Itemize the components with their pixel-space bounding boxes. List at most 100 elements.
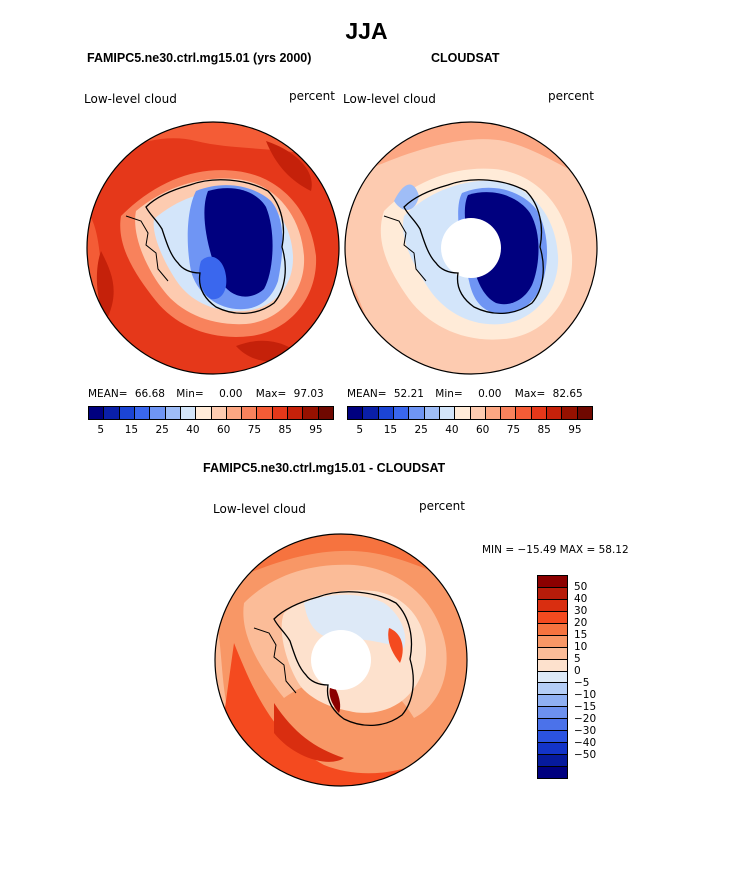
panel2-max-label: Max= <box>514 388 546 400</box>
diff-colorbar <box>537 575 568 779</box>
colorbar-tick-label: 15 <box>383 424 398 436</box>
diff-colorbar-swatch <box>538 635 567 648</box>
colorbar-swatch <box>455 407 471 419</box>
colorbar-tick-label: 40 <box>445 424 459 436</box>
colorbar-swatch <box>501 407 517 419</box>
colorbar-swatch <box>439 407 456 419</box>
colorbar-tick-label: 5 <box>97 424 105 436</box>
colorbar-tick-label: 95 <box>309 424 323 436</box>
colorbar-swatch <box>318 407 333 419</box>
colorbar-swatch <box>196 407 212 419</box>
diff-colorbar-swatch <box>538 719 567 732</box>
colorbar-swatch <box>226 407 243 419</box>
diff-colorbar-tick-label: 30 <box>574 605 588 617</box>
diff-colorbar-tick-label: −40 <box>574 737 597 749</box>
colorbar-swatch <box>485 407 502 419</box>
colorbar-tick-label: 95 <box>568 424 582 436</box>
diff-colorbar-swatch <box>538 707 567 720</box>
colorbar-swatch <box>165 407 181 419</box>
colorbar-swatch <box>531 407 548 419</box>
colorbar-tick-label: 75 <box>247 424 262 436</box>
panel1-mean-label: MEAN= <box>88 388 128 400</box>
diff-colorbar-tick-label: −50 <box>574 749 597 761</box>
diff-colorbar-swatch <box>538 671 567 684</box>
model-cloud-map <box>86 121 340 375</box>
colorbar-tick-label: 15 <box>124 424 139 436</box>
panel2-min-label: Min= <box>435 388 463 400</box>
panel1-max-value: 97.03 <box>293 388 324 400</box>
diff-colorbar-tick-label: 20 <box>574 617 588 629</box>
panel1-colorbar-ticks: 5 15 25 40 60 75 85 95 <box>88 424 334 438</box>
panel1-subtitle: FAMIPC5.ne30.ctrl.mg15.01 (yrs 2000) <box>87 51 312 65</box>
diff-colorbar-swatch <box>538 611 567 624</box>
colorbar-swatch <box>288 407 304 419</box>
colorbar-swatch <box>211 407 227 419</box>
panel1-min-value: 0.00 <box>219 388 243 400</box>
diff-units-label: percent <box>419 499 465 513</box>
colorbar-swatch <box>242 407 258 419</box>
colorbar-tick-label: 60 <box>476 424 490 436</box>
diff-colorbar-tick-label: −5 <box>574 677 590 689</box>
panel1-stats: MEAN= 66.68 Min= 0.00 Max= 97.03 <box>88 388 324 400</box>
colorbar-swatch <box>348 407 364 419</box>
panel1-colorbar <box>88 406 334 420</box>
colorbar-tick-label: 40 <box>186 424 200 436</box>
colorbar-swatch <box>378 407 394 419</box>
diff-colorbar-swatch <box>538 659 567 672</box>
colorbar-swatch <box>424 407 440 419</box>
diff-colorbar-swatch <box>538 576 567 588</box>
panel2-units-label: percent <box>548 89 594 103</box>
diff-colorbar-tick-label: 0 <box>574 665 581 677</box>
colorbar-tick-label: 5 <box>356 424 364 436</box>
diff-colorbar-tick-label: 10 <box>574 641 588 653</box>
difference-cloud-map <box>214 533 468 787</box>
panel1-min-label: Min= <box>176 388 204 400</box>
colorbar-tick-label: 25 <box>414 424 428 436</box>
diff-colorbar-swatch <box>538 767 567 778</box>
colorbar-swatch <box>409 407 425 419</box>
panel2-mean-value: 52.21 <box>393 388 424 400</box>
colorbar-swatch <box>104 407 120 419</box>
colorbar-tick-label: 85 <box>537 424 551 436</box>
colorbar-swatch <box>272 407 289 419</box>
colorbar-tick-label: 60 <box>217 424 231 436</box>
diff-colorbar-swatch <box>538 623 567 636</box>
colorbar-swatch <box>180 407 197 419</box>
colorbar-swatch <box>577 407 592 419</box>
colorbar-swatch <box>257 407 273 419</box>
colorbar-swatch <box>303 407 319 419</box>
diff-colorbar-tick-label: −10 <box>574 689 597 701</box>
panel2-colorbar <box>347 406 593 420</box>
panel2-colorbar-ticks: 5 15 25 40 60 75 85 95 <box>347 424 593 438</box>
diff-colorbar-tick-label: 15 <box>574 629 588 641</box>
panel1-mean-value: 66.68 <box>134 388 165 400</box>
diff-colorbar-swatch <box>538 587 567 600</box>
diff-colorbar-tick-label: 40 <box>574 593 588 605</box>
colorbar-swatch <box>547 407 563 419</box>
cloudsat-cloud-map <box>344 121 598 375</box>
diff-colorbar-swatch <box>538 695 567 708</box>
colorbar-swatch <box>119 407 135 419</box>
diff-colorbar-swatch <box>538 743 567 756</box>
diff-colorbar-swatch <box>538 599 567 612</box>
diff-colorbar-swatch <box>538 683 567 696</box>
panel1-variable-label: Low-level cloud <box>84 92 177 106</box>
diff-colorbar-tick-label: −30 <box>574 725 597 737</box>
panel2-variable-label: Low-level cloud <box>343 92 436 106</box>
diff-subtitle: FAMIPC5.ne30.ctrl.mg15.01 - CLOUDSAT <box>203 461 446 475</box>
panel2-subtitle: CLOUDSAT <box>431 51 500 65</box>
diff-colorbar-tick-label: 50 <box>574 581 588 593</box>
diff-colorbar-swatch <box>538 647 567 660</box>
panel2-max-value: 82.65 <box>552 388 583 400</box>
colorbar-swatch <box>134 407 151 419</box>
colorbar-swatch <box>393 407 410 419</box>
diff-colorbar-swatch <box>538 755 567 767</box>
colorbar-swatch <box>89 407 105 419</box>
diff-variable-label: Low-level cloud <box>213 502 306 516</box>
panel1-units-label: percent <box>289 89 335 103</box>
panel2-stats: MEAN= 52.21 Min= 0.00 Max= 82.65 <box>347 388 583 400</box>
page-title: JJA <box>345 18 388 44</box>
panel2-min-value: 0.00 <box>478 388 502 400</box>
panel1-max-label: Max= <box>255 388 287 400</box>
diff-colorbar-ticks: 50 40 30 20 15 10 5 0 −5 −10 −15 −20 −30 −40 −50 <box>574 575 624 779</box>
